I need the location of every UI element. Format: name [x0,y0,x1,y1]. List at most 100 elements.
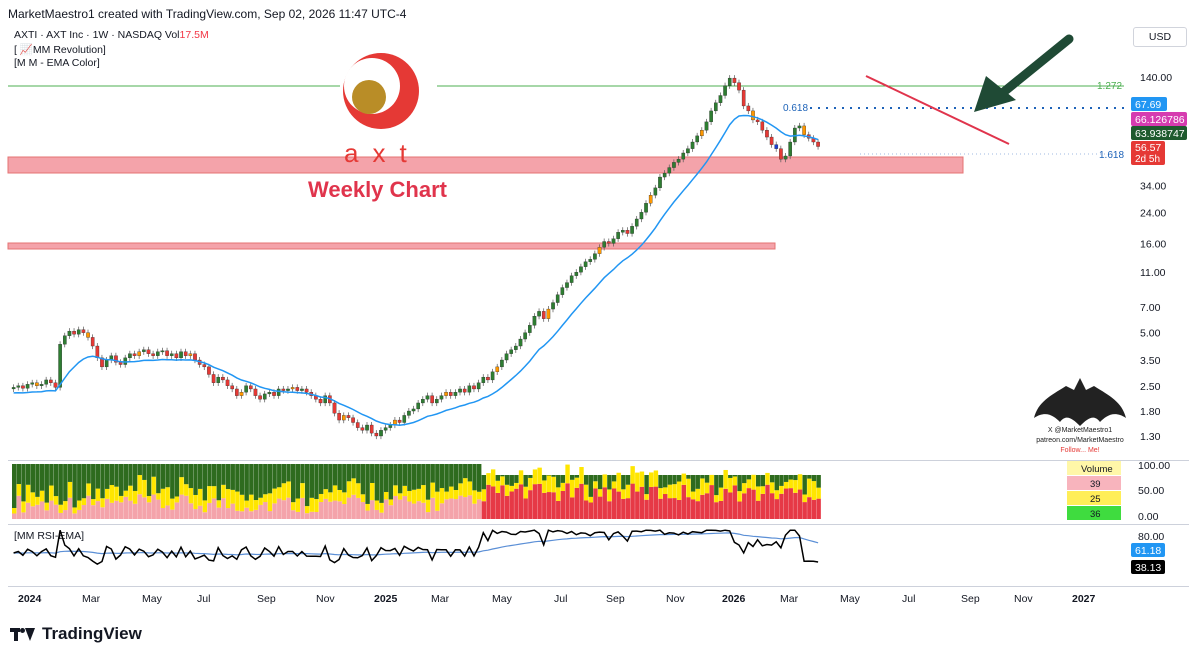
volume-bar [686,475,691,479]
indicator-mm-revolution[interactable]: [ 📈MM Revolution] [14,44,106,56]
volume-bar [611,481,617,489]
volume-bar [188,503,194,519]
volume-bar [593,475,598,482]
volume-bar [463,464,468,479]
tag-countdown: 2d 5h [1135,154,1160,165]
volume-bar [700,494,705,519]
volume-bar [760,493,766,519]
volume-bar [700,475,705,479]
volume-panel[interactable]: 100.00 50.00 0.00 Volume 39 25 36 [0,461,1200,521]
volume-bar [379,502,384,513]
price-chart[interactable]: 1.272 0.618 1.618 axt Weekly Chart 1.301… [0,0,1200,610]
volume-bar [184,464,189,485]
volume-bar [277,498,282,519]
volume-bar [384,464,389,492]
candle [755,119,760,123]
volume-bar [402,485,407,497]
volume-bar [239,511,245,519]
candle [276,388,281,396]
volume-bar [221,484,226,499]
volume-bar [407,490,412,502]
volume-bar [542,480,547,493]
volume-bar [397,493,403,500]
arrow-annotation [974,34,1074,112]
volume-bar [411,503,417,519]
candle [407,410,411,416]
volume-bar [198,505,203,519]
candle [239,392,244,396]
volume-bar [472,490,477,504]
volume-bar [546,492,552,519]
candle [323,395,327,404]
volume-bar [746,475,752,480]
volume-bar [67,464,73,482]
volume-bar [12,513,17,519]
volume-bar [397,464,403,494]
volume-bar [402,496,407,519]
candle [760,121,765,131]
volume-bar [179,477,184,495]
volume-bar [802,475,807,495]
volume-bar [21,464,26,502]
volume-bar [528,475,533,478]
volume-bar [304,464,310,507]
volume-bar [244,500,249,508]
volume-bar [258,497,263,505]
volume-bar [621,475,626,490]
volume-bar [751,474,756,490]
volume-bar [49,464,54,486]
tradingview-brand[interactable]: TradingView [10,624,142,644]
candle [625,230,630,234]
volume-bar [644,499,649,519]
candle [555,294,560,303]
time-tick: Nov [1014,593,1033,605]
volume-bar [281,500,287,519]
volume-bar [695,475,700,489]
candle [300,388,304,391]
candle [388,424,393,428]
indicator-ema-color[interactable]: [M M - EMA Color] [14,57,100,69]
volume-axis-50: 50.00 [1138,485,1164,497]
rsi-panel[interactable]: [MM RSI-EMA] 80.00 61.18 38.13 [0,525,1200,585]
volume-bar [225,508,231,519]
volume-bar [453,489,459,500]
volume-bar [360,494,366,503]
volume-bar [39,490,45,502]
time-tick: 2025 [374,593,398,605]
volume-bar [249,511,254,519]
candle [714,102,718,112]
volume-bar [77,509,82,519]
volume-bar [72,513,77,519]
volume-bar [444,499,449,519]
volume-bar [718,475,724,488]
currency-button[interactable]: USD [1133,27,1187,47]
volume-bar [370,464,375,483]
candle [346,415,351,418]
candle [104,359,109,368]
chart-title: Weekly Chart [308,177,448,202]
volume-bar [816,475,821,488]
volume-bar [551,475,556,477]
volume-bar [77,464,82,501]
volume-bar [346,481,352,498]
volume-bar [690,475,696,492]
volume-bar [151,464,156,477]
candle [602,241,606,248]
volume-bar [374,500,380,510]
volume-bar [207,502,212,519]
time-tick: Mar [780,593,799,605]
volume-bar [198,488,203,506]
volume-bar [351,494,356,519]
candle [644,203,648,213]
time-axis[interactable]: 2024 Mar May Jul Sep Nov 2025 Mar May Jul Sep Nov 20… [0,588,1200,608]
price-tick: 16.00 [1140,238,1166,250]
volume-bar [635,472,640,492]
volume-bar [100,507,105,519]
volume-bar [332,500,338,519]
volume-bar [328,492,333,502]
candle [672,162,676,168]
volume-bar [239,494,245,512]
volume-bar [39,464,45,491]
volume-bar [30,492,35,507]
candle [369,424,374,434]
